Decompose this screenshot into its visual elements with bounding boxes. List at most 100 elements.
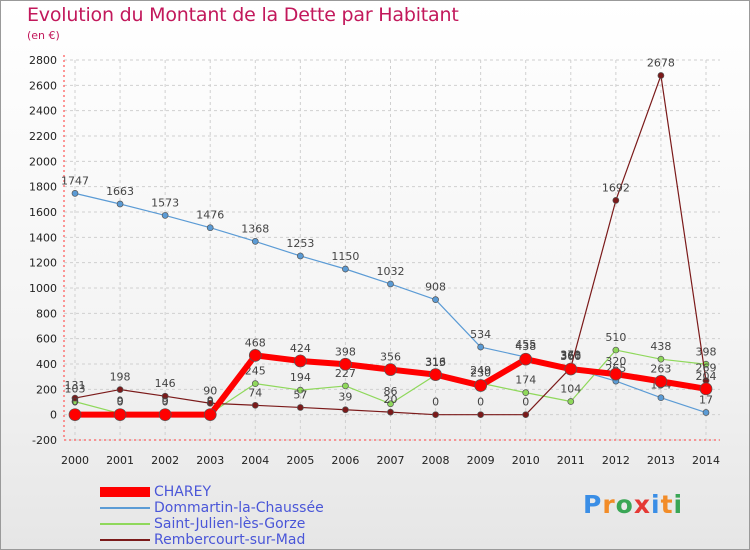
point-rembercourt-sur-mad-2008 [432,411,439,419]
point-charey-2001 [113,408,127,422]
legend-swatch-rembercourt [100,539,150,541]
point-saint-julien-les-gorze-2010 [522,389,530,396]
logo-letter-2: o [615,490,634,519]
point-charey-2012 [609,367,623,381]
data-label-rembercourt-sur-mad-2001: 198 [110,371,131,384]
data-label-dommartin-la-chaussee-2007: 1032 [377,265,405,278]
point-dommartin-la-chaussee-2003 [206,224,214,232]
data-label-dommartin-la-chaussee-2014: 17 [699,394,713,407]
x-tick-label-12: 2012 [602,454,630,467]
legend-item-rembercourt: Rembercourt-sur-Mad [100,532,400,548]
data-label-rembercourt-sur-mad-2004: 74 [248,386,262,399]
data-label-charey-2014: 204 [696,370,717,383]
logo-letter-1: r [602,490,616,519]
point-charey-2014 [699,382,713,396]
data-label-saint-julien-les-gorze-2006: 227 [335,367,356,380]
logo-letter-4: i [651,490,661,519]
point-dommartin-la-chaussee-2002 [161,212,169,219]
data-label-saint-julien-les-gorze-2010: 174 [515,374,536,387]
data-label-rembercourt-sur-mad-2002: 146 [155,377,176,390]
point-charey-2008 [429,368,442,381]
data-label-saint-julien-les-gorze-2007: 86 [384,385,398,398]
chart-title: Evolution du Montant de la Dette par Hab… [27,4,459,26]
data-label-saint-julien-les-gorze-2002: 9 [162,395,169,408]
point-charey-2013 [654,375,668,388]
data-label-charey-2003: 0 [207,396,214,409]
point-rembercourt-sur-mad-2010 [522,411,530,419]
point-dommartin-la-chaussee-2006 [342,265,349,273]
data-label-saint-julien-les-gorze-2004: 245 [245,365,266,378]
x-tick-label-1: 2001 [106,454,134,467]
data-label-saint-julien-les-gorze-2013: 438 [650,340,671,353]
y-tick-label-2: 200 [36,383,57,396]
x-tick-label-7: 2007 [377,454,405,467]
y-tick-label-14: 2600 [29,79,57,92]
data-label-dommartin-la-chaussee-2004: 1368 [241,222,269,235]
data-label-dommartin-la-chaussee-2009: 534 [470,328,491,341]
data-label-charey-2002: 0 [162,396,169,409]
legend-swatch-dommartin [100,507,150,509]
logo-letter-3: x [633,490,651,519]
point-rembercourt-sur-mad-2004 [251,401,259,409]
point-dommartin-la-chaussee-2007 [387,280,394,288]
chart-legend: CHAREY Dommartin-la-Chaussée Saint-Julie… [100,484,400,548]
data-label-charey-2006: 398 [335,345,356,358]
point-rembercourt-sur-mad-2009 [477,411,484,419]
data-label-dommartin-la-chaussee-2008: 908 [425,281,446,294]
data-label-charey-2005: 424 [290,342,311,355]
data-label-rembercourt-sur-mad-2007: 20 [384,393,398,406]
point-dommartin-la-chaussee-2001 [116,200,124,208]
data-label-rembercourt-sur-mad-2008: 0 [432,396,439,409]
data-label-charey-2007: 356 [380,351,401,364]
point-rembercourt-sur-mad-2003 [206,399,214,407]
data-label-rembercourt-sur-mad-2010: 0 [522,396,529,409]
data-label-saint-julien-les-gorze-2014: 398 [696,345,717,358]
x-tick-label-9: 2009 [467,454,495,467]
data-label-charey-2008: 316 [425,356,446,369]
data-label-saint-julien-les-gorze-2001: 9 [117,395,124,408]
data-label-rembercourt-sur-mad-2000: 131 [65,379,86,392]
y-tick-label-15: 2800 [29,54,57,67]
data-label-dommartin-la-chaussee-2005: 1253 [286,237,314,250]
data-label-charey-2004: 468 [245,336,266,349]
x-tick-label-8: 2008 [422,454,450,467]
legend-item-saint-julien: Saint-Julien-lès-Gorze [100,516,400,532]
legend-swatch-charey [100,487,150,497]
data-label-rembercourt-sur-mad-2013: 2678 [647,56,675,69]
data-label-dommartin-la-chaussee-2003: 1476 [196,209,224,222]
data-label-saint-julien-les-gorze-2012: 510 [605,331,626,344]
data-label-saint-julien-les-gorze-2000: 103 [65,383,86,396]
point-saint-julien-les-gorze-2004 [251,380,259,387]
x-tick-label-4: 2004 [241,454,269,467]
legend-label-saint-julien: Saint-Julien-lès-Gorze [154,516,306,532]
chart-unit: (en €) [27,29,60,42]
logo-letter-5: t [660,490,674,519]
x-tick-label-5: 2005 [286,454,314,467]
data-label-charey-2001: 0 [117,396,124,409]
point-charey-2010 [519,352,533,366]
y-tick-label-8: 1400 [29,231,57,244]
data-label-saint-julien-les-gorze-2009: 249 [470,364,491,377]
y-tick-label-3: 400 [36,358,57,371]
point-charey-2000 [68,408,82,422]
legend-label-charey: CHAREY [154,484,212,500]
x-tick-label-13: 2013 [647,454,675,467]
point-rembercourt-sur-mad-2002 [161,392,169,400]
data-label-rembercourt-sur-mad-2003: 90 [203,384,217,397]
data-label-rembercourt-sur-mad-2014: 269 [696,362,717,375]
data-label-rembercourt-sur-mad-2011: 371 [560,349,581,362]
data-label-charey-2012: 320 [605,355,626,368]
data-label-charey-2013: 263 [650,362,671,375]
data-label-charey-2000: 0 [72,396,79,409]
point-charey-2004 [248,349,262,362]
y-tick-label-11: 2000 [29,155,57,168]
x-tick-label-0: 2000 [61,454,89,467]
x-tick-label-11: 2011 [557,454,585,467]
legend-item-dommartin: Dommartin-la-Chaussée [100,500,400,516]
data-label-rembercourt-sur-mad-2006: 39 [338,391,352,404]
y-tick-label-4: 600 [36,333,57,346]
data-label-rembercourt-sur-mad-2012: 1692 [602,181,630,194]
data-label-rembercourt-sur-mad-2005: 57 [293,388,307,401]
data-label-saint-julien-les-gorze-2005: 194 [290,371,311,384]
